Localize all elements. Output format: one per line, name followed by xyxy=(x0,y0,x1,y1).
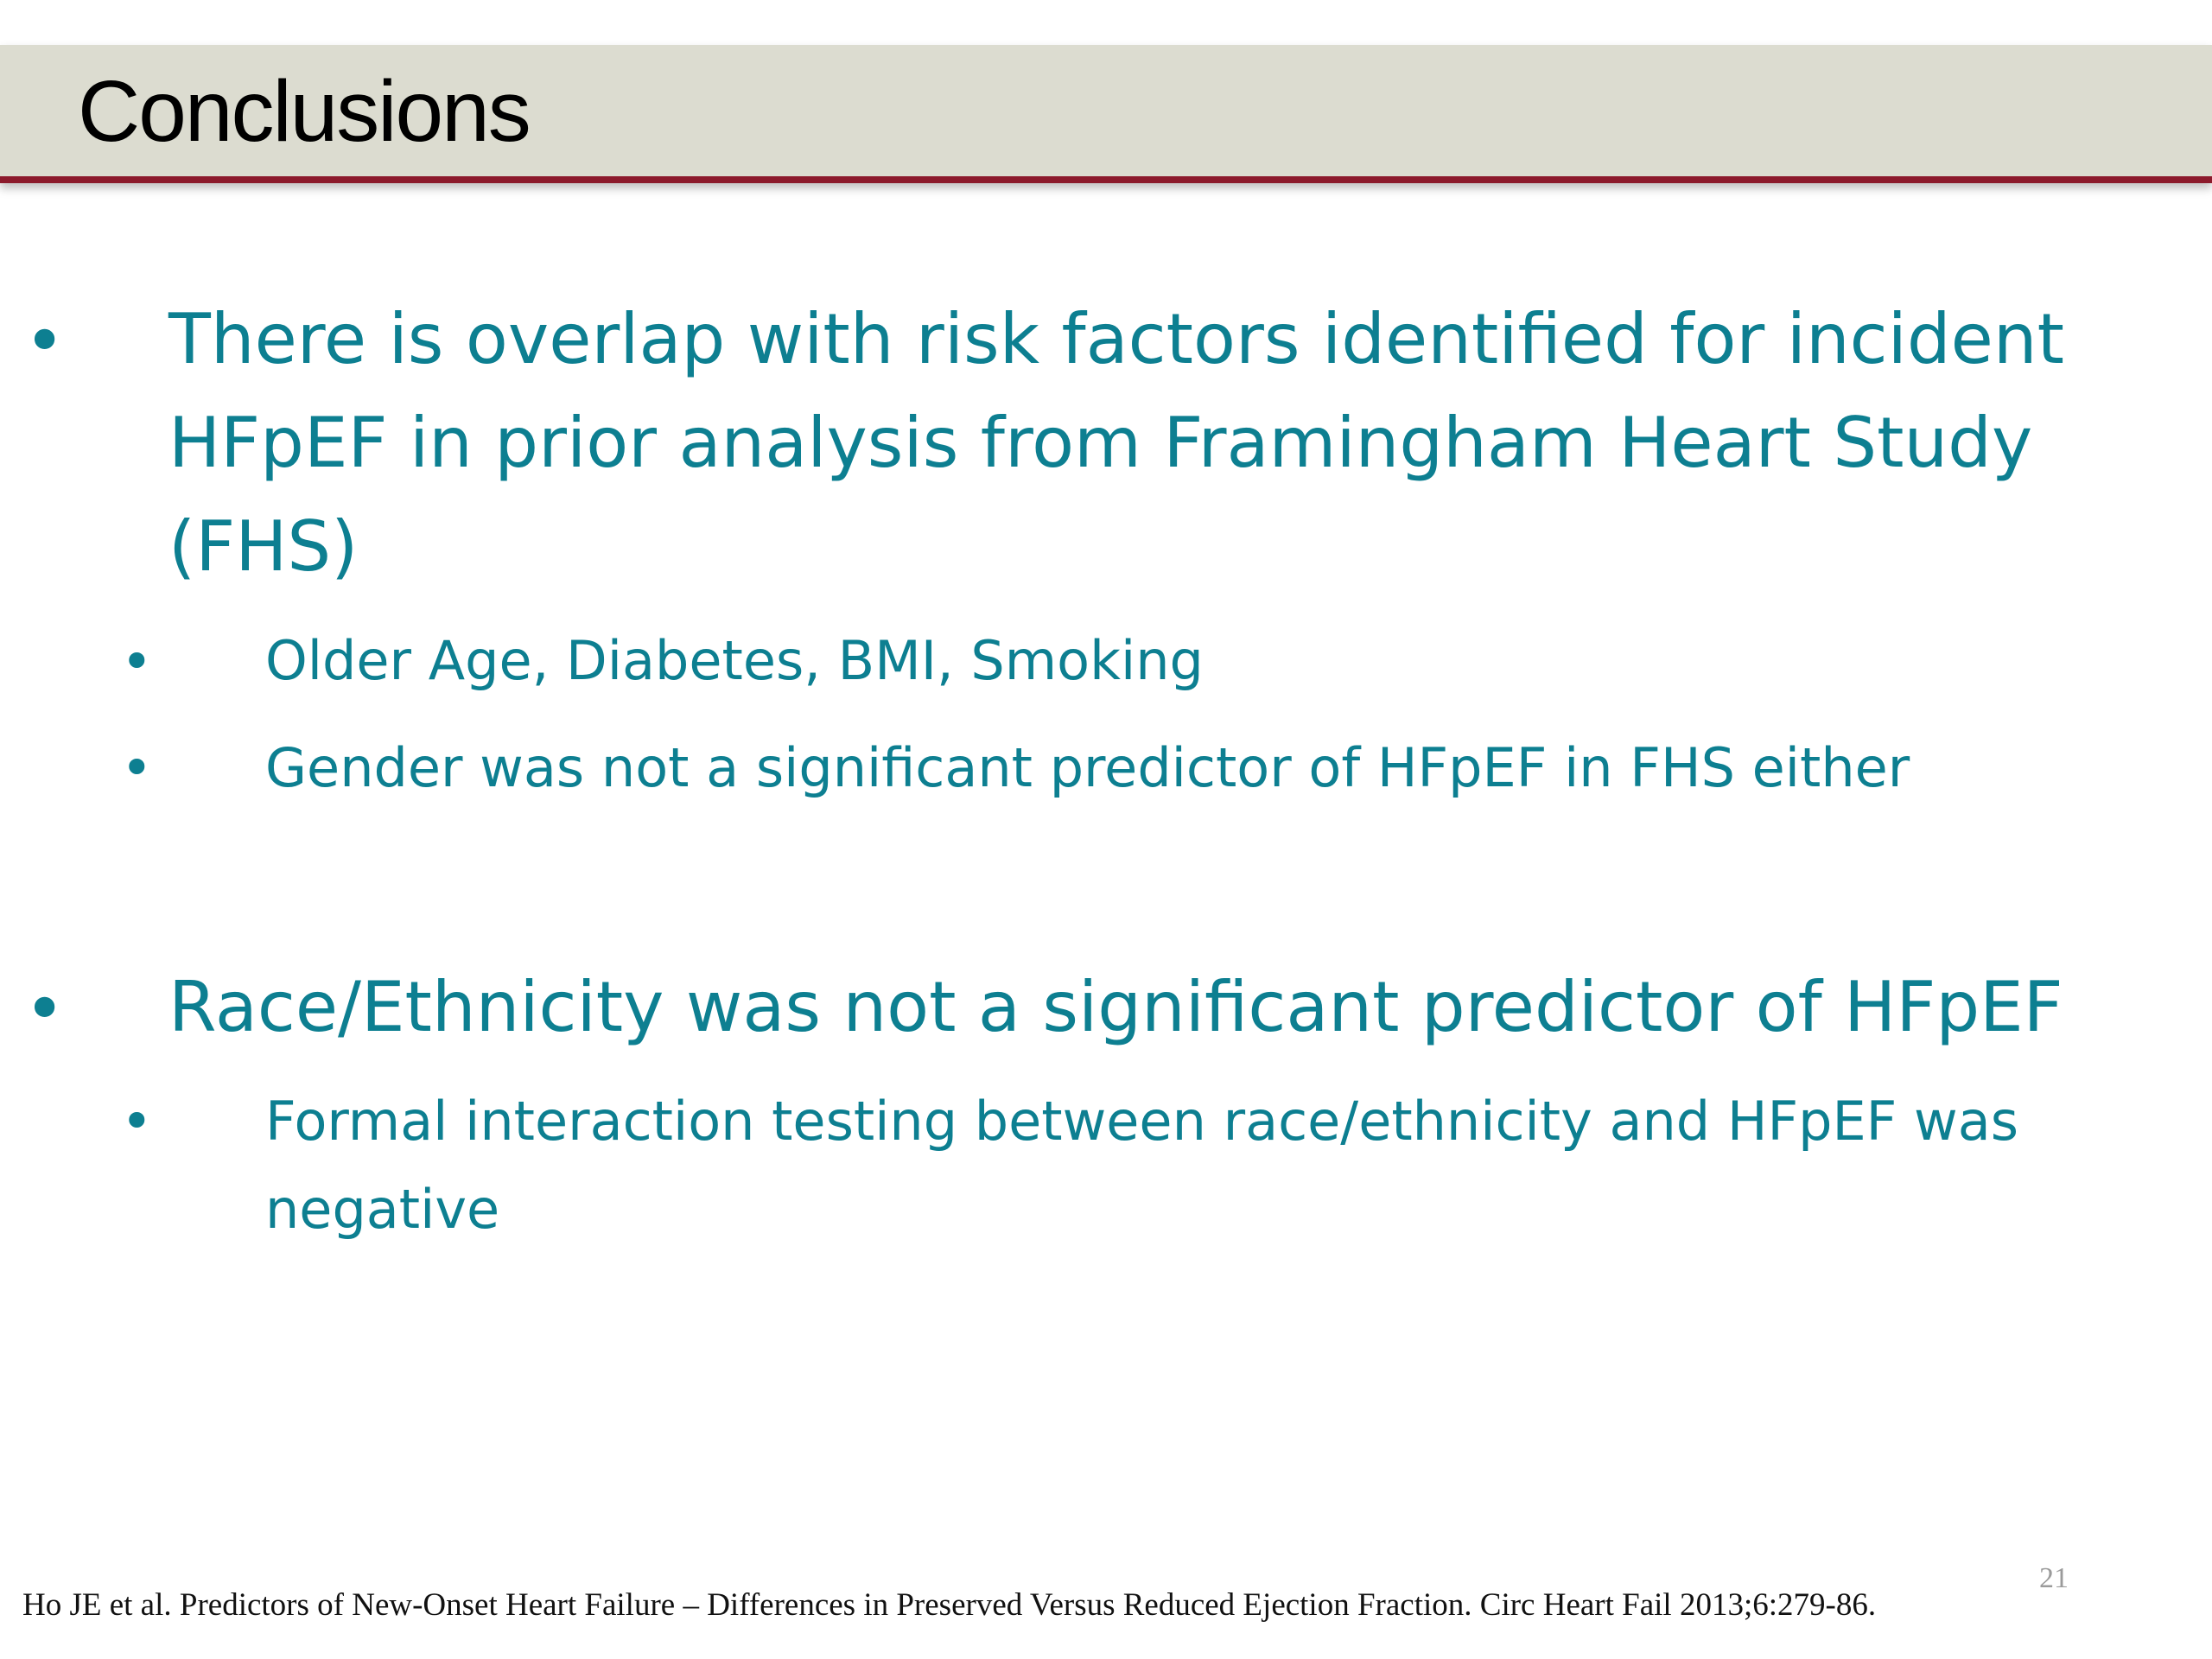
bullet-icon: • xyxy=(24,969,66,1049)
bullet-1-text: There is overlap with risk factors ident… xyxy=(168,299,2064,587)
sub-bullet-icon: • xyxy=(121,1090,153,1153)
sub-bullet-icon: • xyxy=(121,736,153,799)
title-bar: Conclusions xyxy=(0,45,2212,183)
citation: Ho JE et al. Predictors of New-Onset Hea… xyxy=(22,1587,1877,1623)
sub-bullet-icon: • xyxy=(121,630,153,693)
bullet-1-sub-1-text: Older Age, Diabetes, BMI, Smoking xyxy=(265,629,1204,692)
bullet-2-sub-1-text: Formal interaction testing between race/… xyxy=(265,1090,2019,1241)
bullet-icon: • xyxy=(24,301,66,381)
bullet-1-sub-2-text: Gender was not a significant predictor o… xyxy=(265,736,1910,799)
bullet-2-text: Race/Ethnicity was not a significant pre… xyxy=(168,967,2063,1047)
slide-title: Conclusions xyxy=(78,63,531,160)
page-number: 21 xyxy=(2039,1562,2069,1594)
